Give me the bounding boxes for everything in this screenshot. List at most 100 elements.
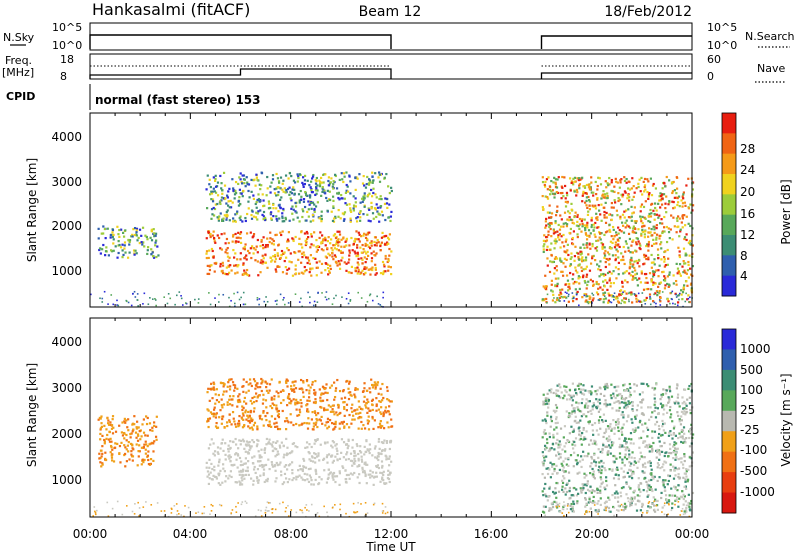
range-cell — [641, 463, 645, 466]
range-cell — [650, 194, 654, 197]
range-cell — [108, 423, 111, 426]
range-cell — [566, 482, 569, 485]
range-cell — [561, 464, 564, 467]
range-cell — [321, 187, 324, 190]
range-cell — [330, 210, 333, 213]
range-cell — [343, 245, 346, 249]
range-cell — [99, 247, 102, 250]
range-cell — [311, 175, 315, 178]
range-cell — [676, 203, 679, 207]
range-cell — [542, 403, 545, 406]
range-cell — [135, 234, 138, 237]
range-cell — [577, 277, 580, 280]
range-cell — [348, 380, 351, 383]
range-cell — [549, 476, 552, 479]
range-cell — [256, 428, 259, 431]
range-cell — [338, 389, 342, 393]
range-cell — [124, 465, 127, 468]
range-cell — [564, 197, 567, 200]
range-cell — [569, 508, 573, 511]
range-cell — [209, 471, 212, 474]
range-cell — [626, 281, 629, 284]
range-cell — [595, 245, 599, 249]
range-cell — [367, 428, 371, 431]
range-cell — [123, 452, 127, 456]
range-cell — [292, 442, 296, 445]
range-cell — [622, 231, 626, 234]
range-cell — [247, 460, 250, 463]
range-cell — [643, 236, 646, 239]
near-range-cell — [637, 292, 640, 295]
range-cell — [680, 428, 683, 432]
range-cell — [388, 480, 391, 484]
range-cell — [236, 453, 239, 456]
range-cell — [258, 200, 261, 203]
range-cell — [632, 429, 636, 433]
range-cell — [363, 387, 366, 390]
range-cell — [270, 211, 273, 214]
range-cell — [106, 422, 110, 425]
range-cell — [102, 232, 105, 235]
range-cell — [214, 416, 218, 419]
range-cell — [111, 235, 114, 239]
range-cell — [559, 510, 562, 513]
range-cell — [557, 299, 560, 302]
range-cell — [291, 274, 295, 277]
range-cell — [326, 454, 329, 457]
range-cell — [555, 392, 558, 395]
range-cell — [568, 398, 571, 401]
range-cell — [282, 252, 285, 255]
range-cell — [564, 205, 568, 208]
range-cell — [584, 491, 587, 495]
range-cell — [122, 235, 126, 238]
range-cell — [265, 443, 268, 446]
range-cell — [620, 467, 623, 470]
range-cell — [291, 450, 294, 453]
velocity-scatter-cells — [92, 377, 695, 518]
range-cell — [294, 387, 298, 390]
range-cell — [232, 187, 235, 190]
range-cell — [315, 472, 318, 475]
range-cell — [131, 233, 134, 236]
range-cell — [621, 195, 624, 198]
range-cell — [216, 216, 219, 219]
range-cell — [685, 238, 688, 242]
range-cell — [643, 299, 646, 302]
range-cell — [555, 394, 558, 397]
range-cell — [331, 185, 334, 188]
range-cell — [109, 236, 112, 239]
range-cell — [555, 265, 558, 268]
range-cell — [210, 264, 213, 267]
range-cell — [313, 456, 317, 460]
range-cell — [332, 410, 335, 413]
range-cell — [571, 221, 574, 224]
range-cell — [240, 192, 243, 195]
range-cell — [220, 187, 223, 190]
range-cell — [144, 448, 147, 451]
range-cell — [558, 232, 562, 236]
range-cell — [347, 473, 350, 477]
range-cell — [616, 466, 619, 469]
range-cell — [604, 279, 607, 282]
range-cell — [154, 244, 157, 247]
range-cell — [150, 248, 153, 251]
range-cell — [674, 499, 677, 502]
range-cell — [585, 192, 588, 195]
range-cell — [312, 219, 315, 222]
range-cell — [596, 196, 599, 200]
range-cell — [647, 418, 651, 421]
range-cell — [583, 292, 586, 296]
range-cell — [559, 456, 562, 459]
range-cell — [244, 450, 247, 453]
range-cell — [367, 407, 370, 410]
range-cell — [356, 177, 359, 180]
range-cell — [327, 236, 330, 239]
range-cell — [588, 489, 591, 493]
range-cell — [364, 261, 367, 264]
range-cell — [353, 462, 356, 465]
range-cell — [375, 397, 378, 400]
range-cell — [585, 299, 588, 302]
range-cell — [578, 387, 581, 391]
range-cell — [603, 206, 606, 209]
